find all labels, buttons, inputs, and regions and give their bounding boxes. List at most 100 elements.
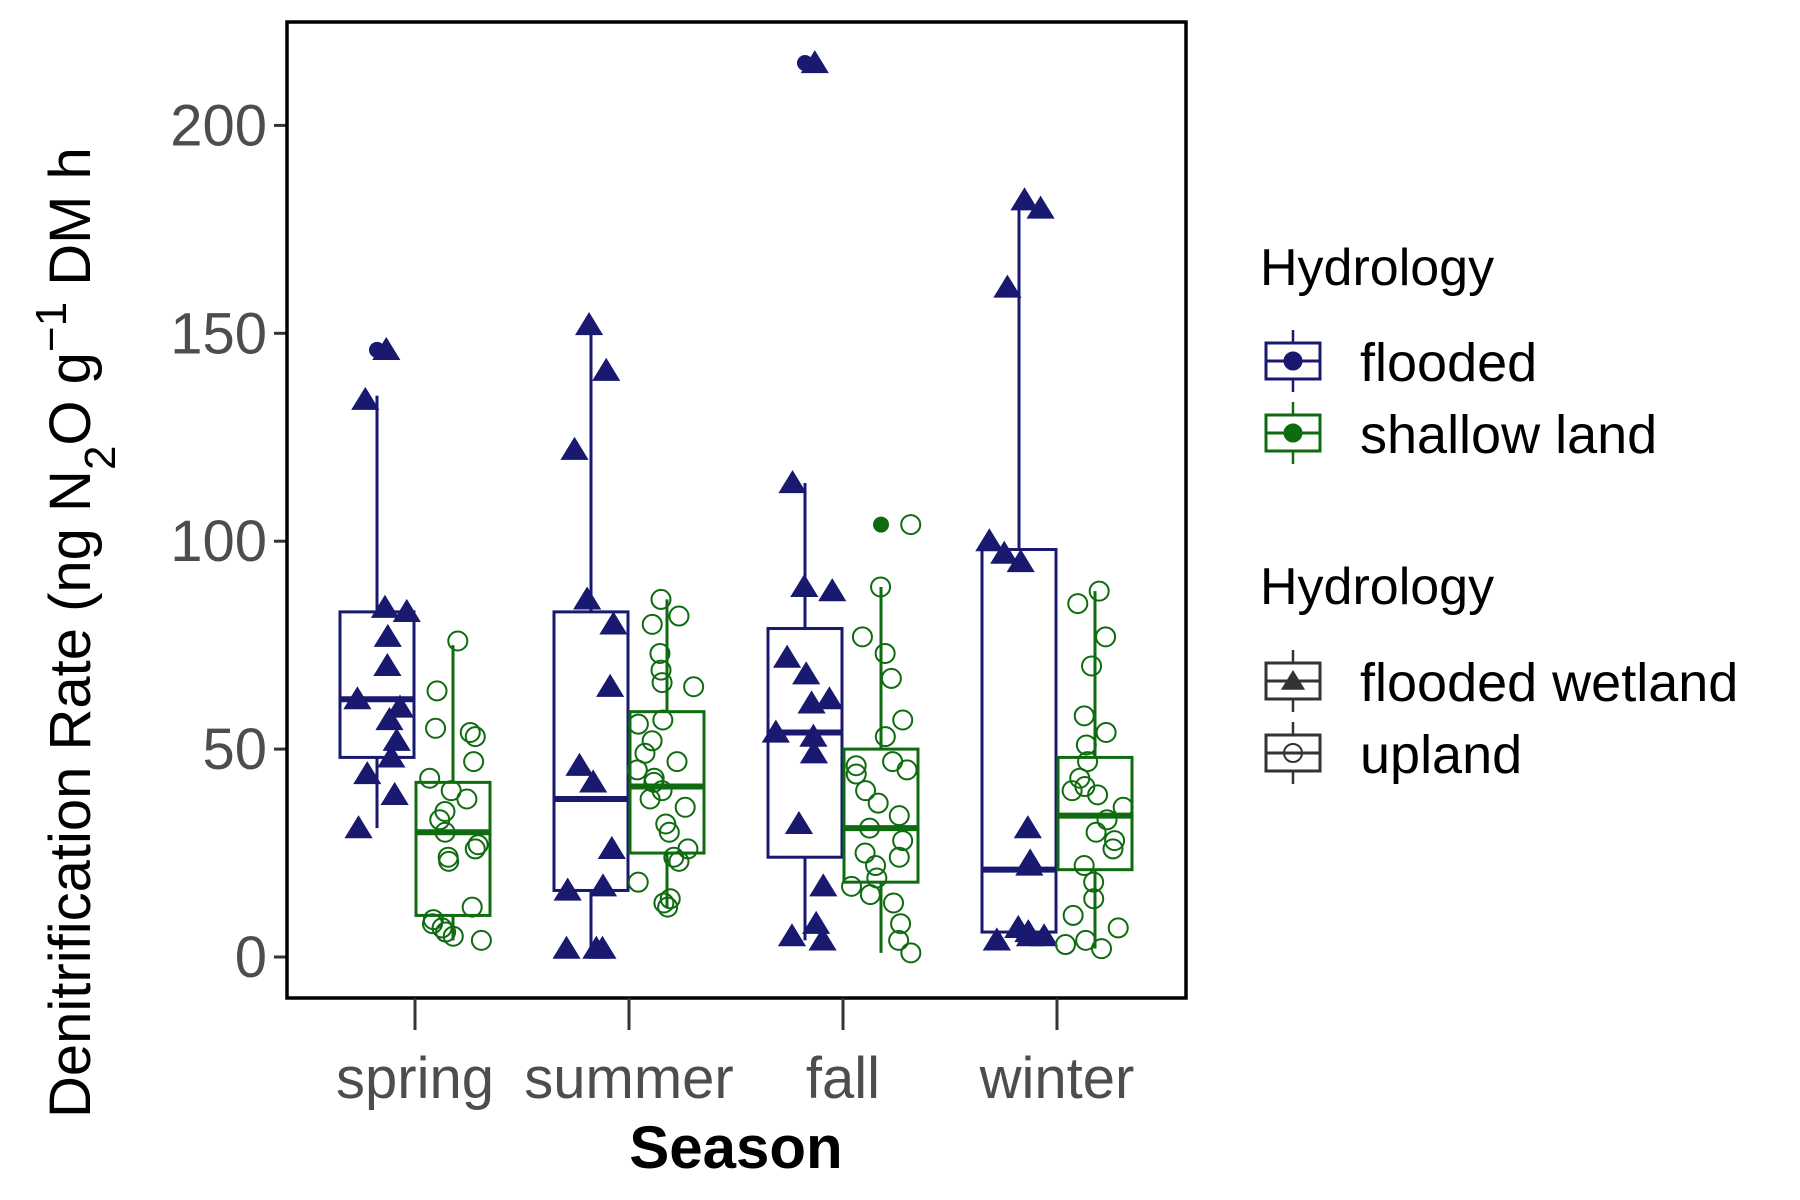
data-point-circle xyxy=(1081,655,1103,677)
data-point-triangle xyxy=(599,611,628,635)
data-point-circle xyxy=(456,788,478,810)
data-point-circle xyxy=(650,588,672,610)
data-point-triangle xyxy=(800,50,829,74)
data-point-circle xyxy=(1075,734,1097,756)
data-point-circle xyxy=(1102,838,1124,860)
data-point-circle xyxy=(1091,938,1113,960)
data-point-triangle xyxy=(351,386,380,410)
legend-key-point xyxy=(1280,670,1306,690)
data-point-triangle xyxy=(385,694,415,718)
data-point-circle xyxy=(658,821,680,843)
data-point-circle xyxy=(854,842,876,864)
data-point-triangle xyxy=(761,719,790,743)
box-fall-flooded xyxy=(766,55,844,941)
data-point-circle xyxy=(874,642,896,664)
legend-entry-shallow-land: shallow land xyxy=(1264,402,1657,465)
legend-entry-flooded-wetland: flooded wetland xyxy=(1264,650,1738,713)
data-point-circle xyxy=(659,888,681,910)
x-tick-label: fall xyxy=(806,1046,880,1111)
data-point-circle xyxy=(1083,888,1105,910)
outlier-point xyxy=(873,516,889,533)
data-point-circle xyxy=(1096,809,1118,831)
x-axis: spring summer fall winter xyxy=(336,998,1134,1111)
data-point-circle xyxy=(683,676,705,698)
data-point-triangle xyxy=(1015,852,1044,876)
data-point-triangle xyxy=(372,336,401,361)
data-point-circle xyxy=(1077,751,1099,773)
y-tick-label: 50 xyxy=(202,717,267,782)
data-point-circle xyxy=(841,875,863,897)
data-point-circle xyxy=(464,726,486,748)
data-point-triangle xyxy=(377,744,406,768)
data-point-circle xyxy=(888,929,910,951)
box-iqr xyxy=(338,610,416,759)
data-point-circle xyxy=(851,626,873,648)
data-point-circle xyxy=(880,667,902,689)
data-point-circle xyxy=(1073,855,1095,877)
data-point-triangle xyxy=(552,935,581,959)
data-point-circle xyxy=(1088,580,1110,602)
x-tick-label: spring xyxy=(336,1046,494,1111)
data-point-circle xyxy=(641,730,663,752)
data-point-triangle xyxy=(592,357,621,381)
data-point-triangle xyxy=(784,810,814,835)
y-tick-label: 0 xyxy=(235,925,267,990)
data-point-circle xyxy=(888,846,910,868)
y-tick-label: 150 xyxy=(170,301,267,366)
data-point-circle xyxy=(855,780,877,802)
data-point-circle xyxy=(882,751,904,773)
data-point-circle xyxy=(1061,780,1083,802)
data-point-triangle xyxy=(1015,923,1045,947)
data-point-circle xyxy=(900,942,922,964)
data-point-circle xyxy=(896,759,918,781)
data-point-circle xyxy=(674,796,696,818)
data-point-circle xyxy=(463,751,485,773)
data-point-circle xyxy=(627,713,649,735)
data-point-triangle xyxy=(596,673,625,697)
data-point-circle xyxy=(639,788,661,810)
legend-title: Hydrology xyxy=(1260,239,1494,297)
y-axis: 0 50 100 150 200 xyxy=(170,93,287,990)
data-point-circle xyxy=(467,834,489,856)
data-point-circle xyxy=(426,680,448,702)
data-point-triangle xyxy=(778,470,807,494)
data-point-triangle xyxy=(574,312,604,336)
data-point-circle xyxy=(437,846,459,868)
data-point-triangle xyxy=(773,644,802,668)
data-point-triangle xyxy=(790,573,819,598)
data-point-circle xyxy=(652,709,674,731)
data-point-circle xyxy=(653,892,675,914)
data-point-triangle xyxy=(815,686,844,710)
box-winter-shallow-land xyxy=(1056,591,1134,949)
data-point-circle xyxy=(890,913,912,935)
y-tick-label: 200 xyxy=(170,93,267,158)
data-point-circle xyxy=(429,809,451,831)
data-point-circle xyxy=(845,755,867,777)
data-point-circle xyxy=(859,817,881,839)
data-point-circle xyxy=(1083,871,1105,893)
data-point-triangle xyxy=(990,540,1019,564)
legend-label: shallow land xyxy=(1360,405,1657,465)
data-point-circle xyxy=(900,514,922,536)
data-point-circle xyxy=(874,726,896,748)
data-point-triangle xyxy=(370,594,400,618)
data-point-circle xyxy=(641,613,663,635)
y-tick-label: 100 xyxy=(170,509,267,574)
data-point-circle xyxy=(666,751,688,773)
data-point-circle xyxy=(1073,705,1095,727)
data-point-triangle xyxy=(553,877,582,901)
data-point-triangle xyxy=(808,927,837,951)
data-point-circle xyxy=(434,821,456,843)
legend-block-2: Hydrology flooded wetland upland xyxy=(1260,558,1738,785)
data-point-triangle xyxy=(373,623,402,647)
box-spring-shallow-land xyxy=(414,645,492,941)
box-summer-shallow-land xyxy=(628,599,706,908)
x-axis-title: Season xyxy=(629,1114,842,1181)
data-point-triangle xyxy=(993,274,1022,298)
data-point-triangle xyxy=(799,740,829,764)
data-point-circle xyxy=(464,838,486,860)
legend-key-point xyxy=(1283,423,1303,443)
legend-label: flooded xyxy=(1360,333,1537,393)
data-point-circle xyxy=(459,721,481,743)
data-point-triangle xyxy=(560,436,589,460)
